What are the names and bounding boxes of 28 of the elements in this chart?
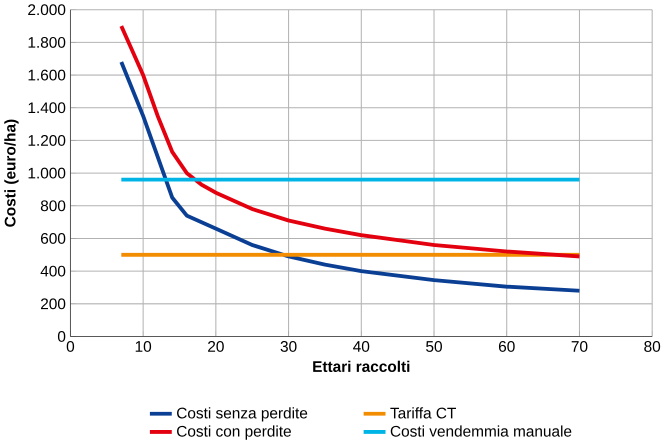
y-tick-label: 1.400 [28,102,66,114]
line-series [119,24,582,259]
y-tick-label: 0 [58,331,66,342]
x-tick-label: 50 [426,341,442,352]
x-tick-label: 0 [66,341,74,352]
x-tick-label: 40 [353,341,370,352]
y-tick-label: 1.200 [28,135,66,146]
y-tick-label: 600 [41,233,66,244]
y-tick-label: 1.000 [28,168,66,179]
y-tick-label: 400 [40,266,66,277]
line-series [119,60,582,293]
x-tick-label: 80 [644,341,660,352]
y-tick-label: 2.000 [28,4,66,16]
y-axis-title: Costi (euro/ha) [4,120,19,227]
y-tick-label: 1.600 [28,70,66,81]
x-tick-label: 30 [280,341,297,352]
x-tick-label: 70 [572,341,588,352]
legend-label: Costi senza perdite [177,407,308,422]
legend-label: Costi con perdite [177,426,291,440]
y-tick-label: 1.800 [28,37,66,48]
x-tick-label: 20 [208,341,224,352]
x-tick-label: 10 [136,341,152,352]
y-tick-label: 200 [40,298,66,310]
legend-label: Costi vendemmia manuale [390,426,572,437]
y-tick-label: 800 [40,200,66,212]
x-tick-label: 60 [498,341,515,352]
legend-label: Tariffa CT [390,407,456,419]
x-axis-title: Ettari raccolti [313,360,410,372]
